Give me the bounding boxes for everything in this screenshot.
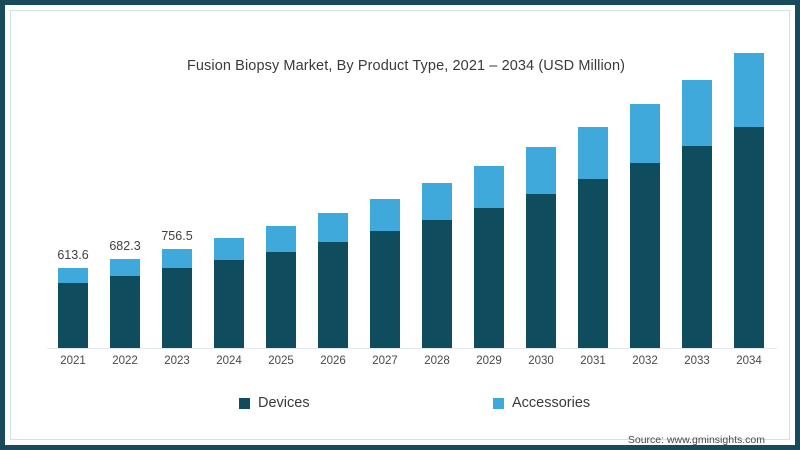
bar-2033[interactable] — [682, 79, 712, 349]
x-axis-tick-2029: 2029 — [476, 355, 502, 367]
x-axis-tick-2024: 2024 — [216, 355, 242, 367]
bar-2022[interactable] — [110, 258, 140, 349]
bar-segment-devices-2022[interactable] — [110, 275, 140, 349]
bar-segment-devices-2028[interactable] — [422, 219, 452, 349]
value-label-2023: 756.5 — [161, 228, 193, 243]
value-label-2022: 682.3 — [109, 238, 141, 253]
value-label-2021: 613.6 — [57, 247, 89, 262]
bar-segment-devices-2030[interactable] — [526, 194, 556, 349]
bar-segment-devices-2026[interactable] — [318, 241, 348, 349]
bar-segment-devices-2023[interactable] — [162, 268, 192, 349]
bar-segment-accessories-2032[interactable] — [630, 104, 660, 164]
bar-segment-accessories-2024[interactable] — [214, 238, 244, 261]
bar-segment-accessories-2031[interactable] — [578, 126, 608, 180]
bar-segment-accessories-2033[interactable] — [682, 79, 712, 147]
legend-swatch-devices-icon — [239, 397, 250, 409]
bar-segment-devices-2025[interactable] — [266, 251, 296, 349]
legend-label: Accessories — [512, 395, 591, 411]
x-axis-tick-2027: 2027 — [372, 355, 398, 367]
x-axis-tick-2025: 2025 — [268, 355, 294, 367]
category-axis-line — [47, 348, 777, 349]
x-axis-tick-2030: 2030 — [528, 355, 554, 367]
bar-2028[interactable] — [422, 183, 452, 349]
x-axis-tick-2026: 2026 — [320, 355, 346, 367]
bar-2034[interactable] — [734, 52, 764, 349]
x-axis-tick-2033: 2033 — [684, 355, 710, 367]
x-axis-tick-2022: 2022 — [112, 355, 138, 367]
bar-2031[interactable] — [578, 126, 608, 349]
bar-segment-accessories-2023[interactable] — [162, 248, 192, 269]
bar-segment-devices-2024[interactable] — [214, 260, 244, 349]
plot-area: 613.6 682.3 756.5 — [47, 52, 775, 349]
bar-segment-devices-2033[interactable] — [682, 146, 712, 349]
bar-2030[interactable] — [526, 147, 556, 349]
bar-segment-accessories-2034[interactable] — [734, 52, 764, 128]
bar-2032[interactable] — [630, 104, 660, 349]
bar-2025[interactable] — [266, 226, 296, 349]
bar-segment-accessories-2029[interactable] — [474, 166, 504, 208]
bar-segment-devices-2031[interactable] — [578, 179, 608, 349]
bar-segment-devices-2021[interactable] — [58, 282, 88, 349]
bar-2027[interactable] — [370, 198, 400, 349]
legend-item-devices[interactable]: Devices — [239, 395, 310, 411]
bar-segment-accessories-2027[interactable] — [370, 198, 400, 232]
chart-title: Fusion Biopsy Market, By Product Type, 2… — [186, 58, 626, 74]
bar-2024[interactable] — [214, 238, 244, 349]
bar-2026[interactable] — [318, 213, 348, 349]
x-axis-tick-2023: 2023 — [164, 355, 190, 367]
bar-segment-accessories-2021[interactable] — [58, 267, 88, 283]
legend-label: Devices — [258, 395, 310, 411]
bar-segment-devices-2027[interactable] — [370, 231, 400, 349]
bar-segment-devices-2029[interactable] — [474, 207, 504, 349]
bar-segment-accessories-2022[interactable] — [110, 258, 140, 276]
x-axis-tick-2032: 2032 — [632, 355, 658, 367]
legend-swatch-accessories-icon — [493, 397, 504, 409]
bar-2021[interactable] — [58, 267, 88, 349]
x-axis-tick-2028: 2028 — [424, 355, 450, 367]
x-axis-tick-2034: 2034 — [736, 355, 762, 367]
bar-segment-accessories-2030[interactable] — [526, 147, 556, 195]
bar-segment-accessories-2026[interactable] — [318, 213, 348, 242]
x-axis-tick-2021: 2021 — [60, 355, 86, 367]
chart-canvas: Fusion Biopsy Market, By Product Type, 2… — [10, 10, 790, 446]
bar-2023[interactable] — [162, 248, 192, 349]
legend-item-accessories[interactable]: Accessories — [493, 395, 590, 411]
bar-segment-accessories-2025[interactable] — [266, 226, 296, 252]
chart-legend: Devices Accessories — [11, 395, 800, 415]
bar-segment-accessories-2028[interactable] — [422, 183, 452, 220]
x-axis-tick-2031: 2031 — [580, 355, 606, 367]
source-attribution: Source: www.gminsights.com — [627, 434, 765, 446]
bar-segment-devices-2032[interactable] — [630, 163, 660, 349]
bar-2029[interactable] — [474, 166, 504, 349]
bar-segment-devices-2034[interactable] — [734, 127, 764, 349]
